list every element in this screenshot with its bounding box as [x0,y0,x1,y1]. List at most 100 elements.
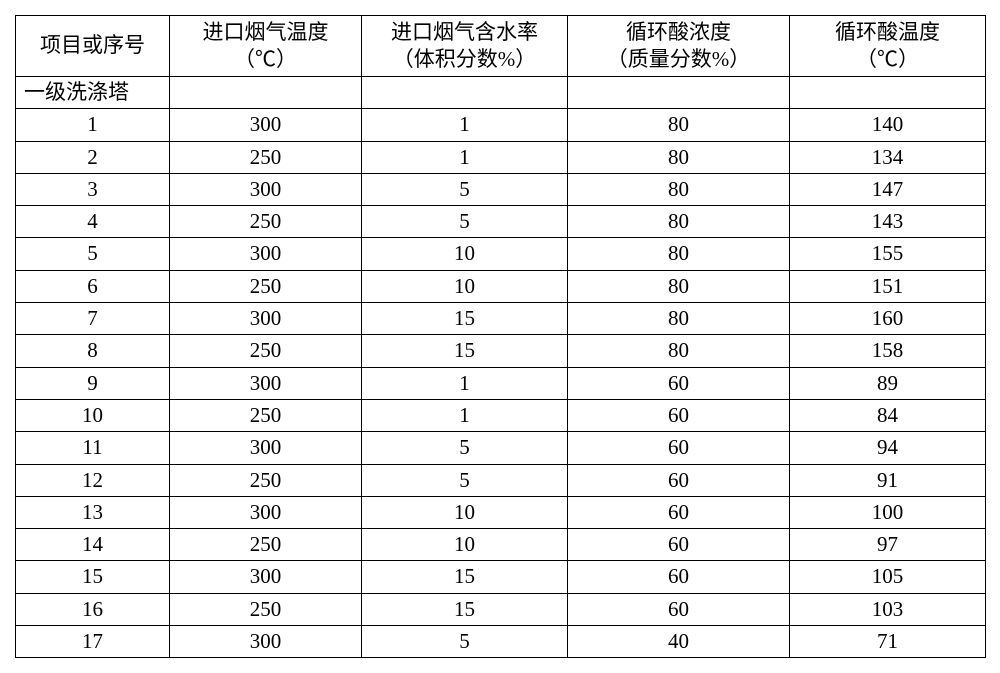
section-empty-cell [170,77,362,109]
table-cell: 147 [790,173,986,205]
table-cell: 80 [568,173,790,205]
col-header-4-line2: （℃） [856,47,919,71]
table-cell: 80 [568,141,790,173]
table-cell: 71 [790,626,986,658]
col-header-3-line2: （质量分数%） [607,47,751,71]
table-cell: 300 [170,109,362,141]
table-cell: 91 [790,464,986,496]
col-header-0: 项目或序号 [16,16,170,77]
table-row: 3300580147 [16,173,986,205]
col-header-1-line1: 进口烟气温度 [203,20,329,44]
table-cell: 97 [790,529,986,561]
col-header-3-line1: 循环酸浓度 [626,20,731,44]
table-cell: 155 [790,238,986,270]
table-cell: 17 [16,626,170,658]
table-cell: 5 [362,432,568,464]
table-row: 930016089 [16,367,986,399]
table-cell: 300 [170,432,362,464]
table-cell: 10 [16,399,170,431]
table-cell: 80 [568,335,790,367]
table-cell: 10 [362,270,568,302]
table-cell: 14 [16,529,170,561]
table-cell: 60 [568,593,790,625]
table-cell: 1 [362,399,568,431]
table-row: 62501080151 [16,270,986,302]
table-cell: 250 [170,335,362,367]
table-row: 153001560105 [16,561,986,593]
table-cell: 15 [362,593,568,625]
table-row: 14250106097 [16,529,986,561]
col-header-4-line1: 循环酸温度 [835,20,940,44]
col-header-2-line1: 进口烟气含水率 [391,20,538,44]
table-cell: 15 [362,335,568,367]
col-header-2-line2: （体积分数%） [393,47,537,71]
table-cell: 10 [362,496,568,528]
section-empty-cell [568,77,790,109]
table-cell: 2 [16,141,170,173]
table-cell: 300 [170,303,362,335]
section-empty-cell [790,77,986,109]
section-label-cell: 一级洗涤塔 [16,77,170,109]
table-cell: 151 [790,270,986,302]
table-header: 项目或序号 进口烟气温度 （℃） 进口烟气含水率 （体积分数%） 循环酸浓度 （… [16,16,986,77]
table-cell: 105 [790,561,986,593]
table-cell: 300 [170,496,362,528]
table-cell: 300 [170,561,362,593]
table-cell: 80 [568,238,790,270]
table-cell: 94 [790,432,986,464]
table-cell: 5 [362,206,568,238]
table-row: 162501560103 [16,593,986,625]
table-row: 82501580158 [16,335,986,367]
table-cell: 13 [16,496,170,528]
table-cell: 250 [170,464,362,496]
table-cell: 134 [790,141,986,173]
table-row: 1225056091 [16,464,986,496]
table-row: 4250580143 [16,206,986,238]
table-cell: 60 [568,399,790,431]
table-cell: 60 [568,367,790,399]
table-row: 73001580160 [16,303,986,335]
table-cell: 80 [568,206,790,238]
table-cell: 250 [170,399,362,431]
table-cell: 6 [16,270,170,302]
table-cell: 60 [568,529,790,561]
table-cell: 9 [16,367,170,399]
table-cell: 89 [790,367,986,399]
table-cell: 5 [16,238,170,270]
table-row: 1025016084 [16,399,986,431]
table-cell: 158 [790,335,986,367]
data-table: 项目或序号 进口烟气温度 （℃） 进口烟气含水率 （体积分数%） 循环酸浓度 （… [15,15,986,658]
table-cell: 60 [568,464,790,496]
table-cell: 250 [170,593,362,625]
table-row: 1300180140 [16,109,986,141]
table-cell: 140 [790,109,986,141]
table-cell: 250 [170,141,362,173]
table-cell: 15 [362,303,568,335]
table-cell: 80 [568,109,790,141]
table-cell: 1 [362,367,568,399]
table-cell: 1 [16,109,170,141]
table-cell: 11 [16,432,170,464]
table-row: 133001060100 [16,496,986,528]
table-cell: 5 [362,173,568,205]
table-cell: 15 [16,561,170,593]
table-cell: 103 [790,593,986,625]
table-cell: 12 [16,464,170,496]
section-empty-cell [362,77,568,109]
table-cell: 5 [362,626,568,658]
table-cell: 10 [362,238,568,270]
table-cell: 300 [170,173,362,205]
table-cell: 8 [16,335,170,367]
table-cell: 1 [362,109,568,141]
table-cell: 1 [362,141,568,173]
table-cell: 100 [790,496,986,528]
table-cell: 300 [170,238,362,270]
table-cell: 84 [790,399,986,431]
table-row: 53001080155 [16,238,986,270]
table-cell: 300 [170,626,362,658]
table-cell: 250 [170,270,362,302]
table-cell: 80 [568,303,790,335]
table-cell: 60 [568,432,790,464]
table-cell: 60 [568,496,790,528]
table-cell: 15 [362,561,568,593]
